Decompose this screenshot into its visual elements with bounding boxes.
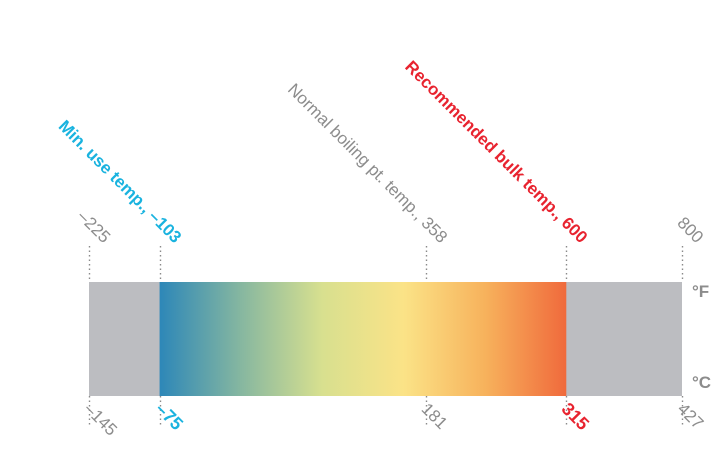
bottom-label-range-min: –145 xyxy=(81,399,121,439)
top-label-range-max: 800 xyxy=(674,213,707,246)
bottom-label-min-use-temp: –75 xyxy=(152,399,187,434)
top-label-min-use-temp: Min. use temp., –103 xyxy=(55,116,185,246)
usable-range-gradient-band xyxy=(160,282,567,396)
bottom-label-normal-boiling: 181 xyxy=(418,399,451,432)
top-label-range-min: –225 xyxy=(74,207,114,247)
bottom-label-recommended-bulk: 315 xyxy=(558,399,593,434)
fahrenheit-unit-label: °F xyxy=(692,282,709,301)
top-label-normal-boiling: Normal boiling pt. temp., 358 xyxy=(284,80,451,247)
bottom-label-range-max: 427 xyxy=(674,399,707,432)
celsius-labels: –145 –75 181 315 427 xyxy=(81,399,707,440)
celsius-unit-label: °C xyxy=(692,373,711,392)
